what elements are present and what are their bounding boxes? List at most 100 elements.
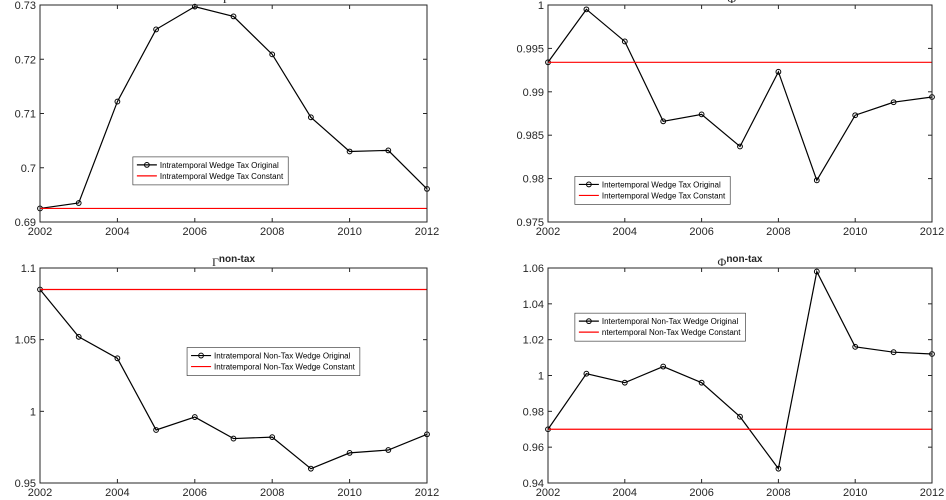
data-point — [153, 26, 160, 33]
x-tick-label: 2004 — [613, 487, 637, 499]
data-point — [621, 379, 628, 386]
legend-marker — [585, 318, 592, 325]
data-point — [813, 268, 820, 275]
axes-box — [547, 267, 933, 484]
y-tick-label: 0.73 — [15, 0, 36, 12]
y-tick-label: 0.94 — [523, 478, 544, 490]
series-line — [39, 289, 428, 470]
legend-label: Intertemporal Wedge Tax Constant — [602, 191, 726, 200]
data-point — [890, 99, 897, 106]
y-tick-label: 1.02 — [523, 335, 544, 347]
legend-box — [574, 176, 731, 205]
subplot: Φnon-tax 2002 2004 2006 2008 2010 2012 0.94 0.96… — [523, 254, 945, 499]
y-tick-label: 0.98 — [523, 406, 544, 418]
data-point — [385, 147, 392, 154]
data-point — [698, 111, 705, 118]
chart-title: ΦTax — [727, 0, 753, 6]
series-line — [547, 8, 933, 182]
y-tick-label: 0.72 — [15, 54, 36, 66]
x-tick-label: 2008 — [766, 226, 790, 238]
data-point — [308, 114, 314, 121]
series-line — [547, 269, 933, 471]
legend: Intertemporal Non-Tax Wedge Original nter… — [574, 312, 746, 342]
x-tick-label: 2010 — [337, 487, 361, 499]
legend: Intertemporal Wedge Tax Original Intertem… — [574, 176, 731, 205]
y-tick-label: 0.7 — [21, 163, 36, 175]
axes-box — [39, 267, 428, 484]
x-tick-label: 2010 — [843, 487, 867, 499]
data-point — [852, 112, 859, 119]
chart-title: Φnon-tax — [718, 254, 763, 269]
axes-box — [39, 4, 428, 223]
y-tick-label: 0.975 — [516, 217, 544, 229]
y-tick-label: 0.69 — [15, 217, 36, 229]
legend-box — [132, 156, 289, 186]
title-superscript: non-tax — [219, 254, 256, 265]
y-tick-label: 0.985 — [516, 130, 544, 142]
data-point — [621, 38, 628, 45]
y-tick-label: 1 — [30, 406, 36, 418]
data-point — [660, 118, 667, 125]
title-symbol: Γ — [212, 255, 219, 269]
data-point — [385, 447, 392, 453]
x-tick-label: 2002 — [28, 487, 52, 499]
x-tick-label: 2004 — [105, 226, 129, 238]
title-superscript: Tax — [736, 0, 753, 2]
legend: Intratemporal Wedge Tax Original Intratem… — [132, 156, 289, 186]
axes-box — [547, 4, 933, 223]
y-tick-label: 1.06 — [523, 263, 544, 275]
legend-label: Intratemporal Non-Tax Wedge Original — [214, 352, 351, 361]
data-point — [583, 370, 590, 377]
x-tick-label: 2006 — [183, 487, 207, 499]
legend-label: Intratemporal Wedge Tax Original — [160, 161, 279, 170]
data-point — [890, 349, 897, 356]
subplot: Γtax 2002 2004 2006 2008 2010 2012 0.69 0.7 0.71 0… — [15, 0, 440, 238]
y-tick-label: 0.95 — [15, 478, 36, 490]
data-point — [269, 434, 276, 441]
y-tick-label: 1.04 — [523, 299, 544, 311]
x-tick-label: 2006 — [689, 226, 713, 238]
y-tick-label: 1 — [538, 371, 544, 383]
data-point — [660, 363, 667, 370]
data-point — [775, 68, 782, 75]
legend-box — [574, 312, 746, 342]
x-tick-label: 2006 — [183, 226, 207, 238]
legend: Intratemporal Non-Tax Wedge Original Intr… — [186, 347, 361, 376]
title-superscript: tax — [230, 0, 245, 2]
data-point — [114, 98, 121, 105]
data-point — [308, 465, 314, 472]
legend-marker — [198, 352, 204, 359]
subplot: Γnon-tax 2002 2004 2006 2008 2010 2012 0.95 1 1.0… — [15, 254, 440, 499]
y-tick-label: 1 — [538, 0, 544, 12]
chart-title: Γtax — [223, 0, 245, 6]
subplot: ΦTax 2002 2004 2006 2008 2010 2012 0.975 0.98 0.9… — [516, 0, 944, 238]
legend-box — [186, 347, 361, 376]
x-tick-label: 2008 — [260, 487, 284, 499]
data-point — [114, 355, 121, 362]
data-point — [230, 435, 237, 442]
y-tick-label: 0.96 — [523, 442, 544, 454]
title-symbol: Φ — [727, 0, 736, 6]
x-tick-label: 2010 — [843, 226, 867, 238]
x-tick-label: 2010 — [337, 226, 361, 238]
x-tick-label: 2002 — [28, 226, 52, 238]
legend-label: Intertemporal Wedge Tax Original — [602, 180, 721, 189]
y-tick-label: 1.1 — [21, 263, 36, 275]
data-point — [346, 148, 353, 155]
data-point — [230, 13, 237, 20]
y-tick-label: 0.99 — [523, 87, 544, 99]
x-tick-label: 2012 — [920, 487, 944, 499]
legend-marker — [143, 162, 150, 168]
data-point — [852, 343, 859, 350]
legend-marker — [585, 181, 592, 188]
data-point — [269, 51, 276, 58]
data-point — [583, 6, 590, 13]
y-tick-label: 0.995 — [516, 43, 544, 55]
data-point — [191, 414, 198, 420]
x-tick-label: 2008 — [766, 487, 790, 499]
y-tick-label: 0.98 — [523, 174, 544, 186]
y-tick-label: 0.71 — [15, 109, 36, 121]
axes-background — [548, 268, 932, 483]
x-tick-label: 2006 — [689, 487, 713, 499]
